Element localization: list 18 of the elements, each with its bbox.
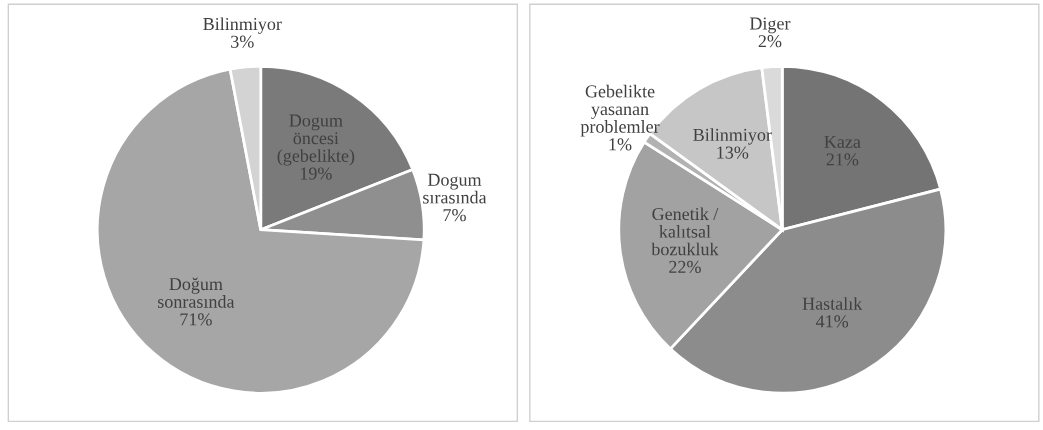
data-label: 3%: [231, 35, 254, 48]
slice-label: Genetik / kalıtsal bozukluk: [651, 207, 719, 256]
slice-label: Bilinmiyor: [693, 128, 772, 145]
data-label: 22%: [669, 260, 701, 274]
slice-label: Dogum sırasında: [423, 173, 487, 204]
slice-label: Gebelikte yasanan problemler: [580, 84, 660, 137]
slice-label: Dogum öncesi (gebelikte): [277, 114, 355, 166]
data-label: 13%: [717, 146, 749, 159]
slice-label: Bilinmiyor: [203, 17, 282, 34]
data-label: 41%: [815, 315, 849, 328]
data-label: 2%: [758, 35, 782, 48]
slice-label: Hastalık: [802, 297, 863, 310]
data-label: 7%: [443, 208, 466, 222]
slice-label: Doğum sonrasında: [158, 277, 235, 308]
data-label: 1%: [609, 138, 632, 151]
slice-label: Diger: [749, 17, 791, 34]
data-label: 71%: [180, 313, 212, 326]
data-label: 19%: [300, 167, 332, 180]
